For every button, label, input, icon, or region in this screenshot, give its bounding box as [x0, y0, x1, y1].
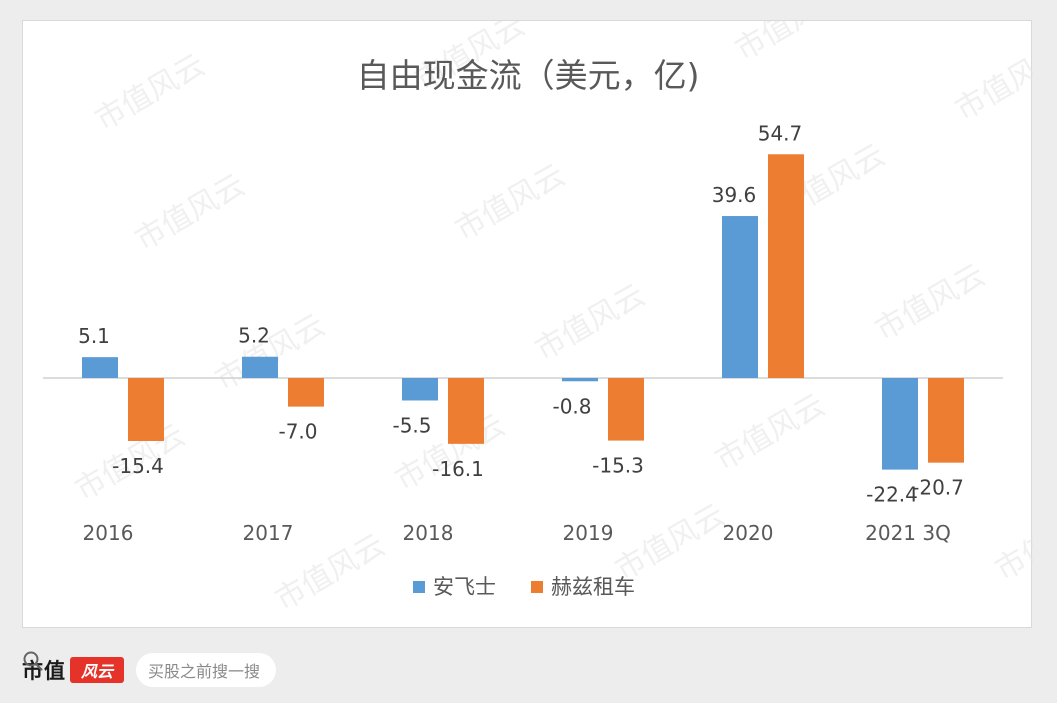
- x-tick-label: 2017: [243, 521, 294, 545]
- watermark-text: 市值风云: [870, 258, 991, 348]
- bar-avis-0: [82, 357, 118, 378]
- chart-frame: 市值风云 市值风云 市值风云 市值风云 市值风云 市值风云 市值风云 市值风云 市值风云 市值风云…: [22, 20, 1034, 628]
- data-label: -5.5: [392, 413, 431, 437]
- watermark-text: 市值风云: [730, 21, 851, 68]
- watermark-text: 市值风云: [530, 278, 651, 368]
- data-label: -0.8: [552, 394, 591, 418]
- bar-hertz-1: [288, 378, 324, 407]
- x-tick-label: 2016: [83, 521, 134, 545]
- brand-name: 市值: [22, 658, 66, 683]
- watermark-text: 市值风云: [450, 158, 571, 248]
- data-label: 39.6: [712, 183, 757, 207]
- bar-avis-3: [562, 378, 598, 382]
- watermark-text: 市值风云: [990, 498, 1034, 588]
- search-box[interactable]: 买股之前搜一搜: [23, 651, 277, 687]
- data-label: -15.3: [592, 454, 644, 478]
- x-tick-label: 2018: [403, 521, 454, 545]
- bar-avis-5: [882, 378, 918, 470]
- watermark-text: 市值风云: [90, 48, 211, 138]
- bar-hertz-3: [608, 378, 644, 441]
- data-label: -15.4: [112, 454, 164, 478]
- bar-hertz-0: [128, 378, 164, 441]
- data-label: -22.4: [866, 483, 918, 507]
- x-tick-label: 2021 3Q: [865, 521, 951, 545]
- watermark-text: 市值风云: [130, 168, 251, 258]
- x-tick-label: 2019: [563, 521, 614, 545]
- bar-avis-2: [402, 378, 438, 401]
- bar-hertz-5: [928, 378, 964, 463]
- legend-swatch-1: [531, 581, 543, 593]
- data-label: 54.7: [758, 121, 803, 145]
- brand-logo: 风云: [70, 657, 124, 683]
- data-label: 5.2: [238, 324, 270, 348]
- search-placeholder: 买股之前搜一搜: [148, 662, 261, 681]
- bar-avis-4: [722, 216, 758, 378]
- bar-hertz-2: [448, 378, 484, 444]
- footer: 市值 风云 买股之前搜一搜: [22, 650, 277, 690]
- watermark-text: 市值风云: [710, 388, 831, 478]
- x-tick-label: 2020: [723, 521, 774, 545]
- data-label: -20.7: [912, 476, 964, 500]
- data-label: 5.1: [78, 324, 110, 348]
- watermark-text: 市值风云: [950, 38, 1034, 128]
- data-label: -16.1: [432, 457, 484, 481]
- data-label: -7.0: [278, 420, 317, 444]
- chart-title: 自由现金流（美元，亿): [357, 56, 700, 95]
- legend-swatch-0: [413, 581, 425, 593]
- search-icon: [23, 651, 43, 671]
- legend-label-1: 赫兹租车: [551, 575, 635, 599]
- bar-hertz-4: [768, 154, 804, 378]
- legend-label-0: 安飞士: [433, 575, 496, 599]
- bar-avis-1: [242, 356, 278, 378]
